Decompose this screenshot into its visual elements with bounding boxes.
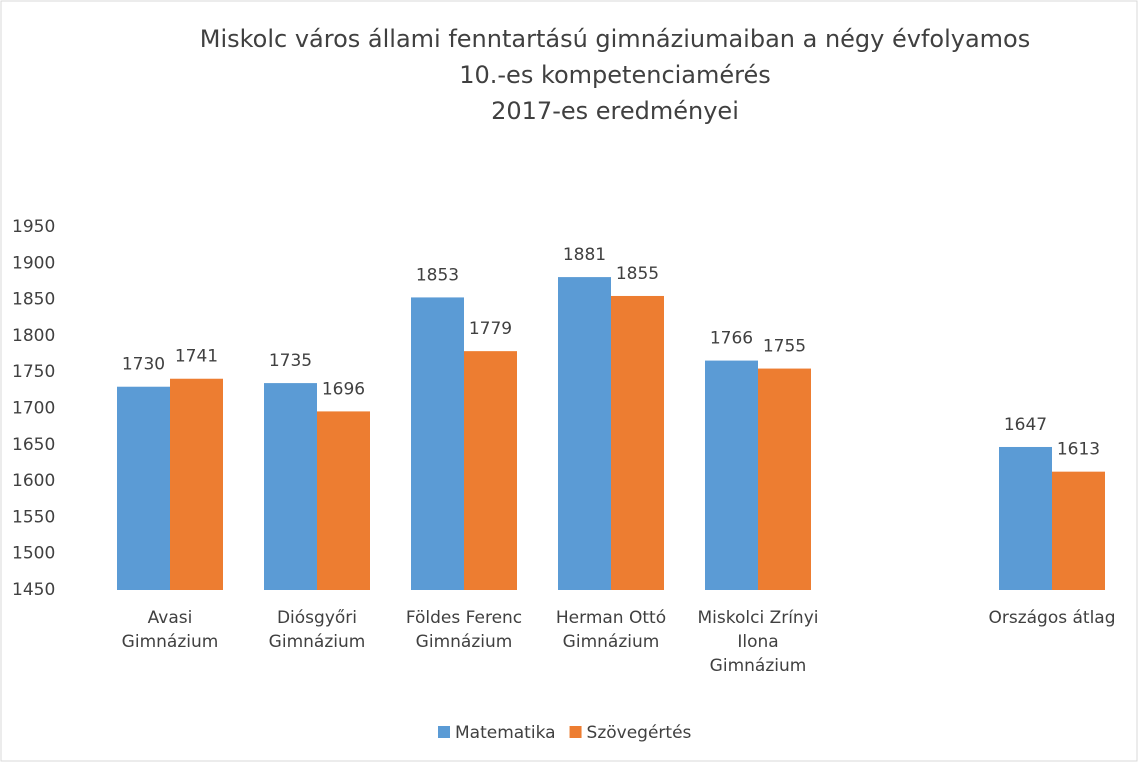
- x-tick-label: Földes Ferenc Gimnázium: [405, 608, 523, 652]
- bar: [170, 378, 223, 590]
- data-label: 1647: [1004, 415, 1047, 435]
- x-tick-label: Herman Ottó Gimnázium: [555, 608, 667, 652]
- y-tick-label: 1650: [12, 435, 55, 455]
- y-tick-label: 1450: [12, 580, 55, 600]
- data-label: 1735: [269, 351, 312, 371]
- bar: [558, 277, 611, 590]
- x-tick-label: Avasi Gimnázium: [121, 608, 219, 652]
- data-label: 1766: [710, 329, 753, 349]
- y-tick-label: 1900: [12, 253, 55, 273]
- data-label: 1730: [122, 355, 165, 375]
- data-label: 1741: [175, 347, 218, 367]
- data-label: 1613: [1057, 440, 1100, 460]
- bar: [611, 295, 664, 590]
- x-tick-label: Diósgyőri Gimnázium: [268, 608, 366, 652]
- legend-swatch: [569, 726, 582, 738]
- y-tick-label: 1950: [12, 217, 55, 237]
- x-tick-label: Miskolci Zrínyi Ilona Gimnázium: [697, 608, 819, 676]
- bar: [117, 386, 170, 590]
- data-label: 1855: [616, 264, 659, 284]
- chart-title: Miskolc város állami fenntartású gimnázi…: [200, 25, 1031, 53]
- bar: [1052, 471, 1105, 590]
- data-label: 1696: [322, 379, 365, 399]
- data-label: 1755: [763, 337, 806, 357]
- y-tick-label: 1700: [12, 399, 55, 419]
- data-label: 1881: [563, 245, 606, 265]
- bar: [999, 446, 1052, 590]
- bar: [705, 360, 758, 590]
- bar: [411, 297, 464, 590]
- y-tick-label: 1800: [12, 326, 55, 346]
- y-tick-label: 1750: [12, 362, 55, 382]
- data-label: 1853: [416, 265, 459, 285]
- bar: [464, 351, 517, 590]
- legend-label: Matematika: [455, 723, 556, 743]
- bar: [264, 383, 317, 590]
- chart-title: 10.-es kompetenciamérés: [459, 61, 771, 89]
- bar: [758, 368, 811, 590]
- data-label: 1779: [469, 319, 512, 339]
- legend-label: Szövegértés: [587, 723, 692, 743]
- y-tick-label: 1600: [12, 471, 55, 491]
- y-tick-label: 1500: [12, 544, 55, 564]
- bar: [317, 411, 370, 590]
- legend-swatch: [438, 726, 450, 738]
- x-tick-label: Országos átlag: [988, 608, 1116, 628]
- y-tick-label: 1550: [12, 507, 55, 527]
- y-tick-label: 1850: [12, 290, 55, 310]
- chart-title: 2017-es eredményei: [491, 97, 739, 125]
